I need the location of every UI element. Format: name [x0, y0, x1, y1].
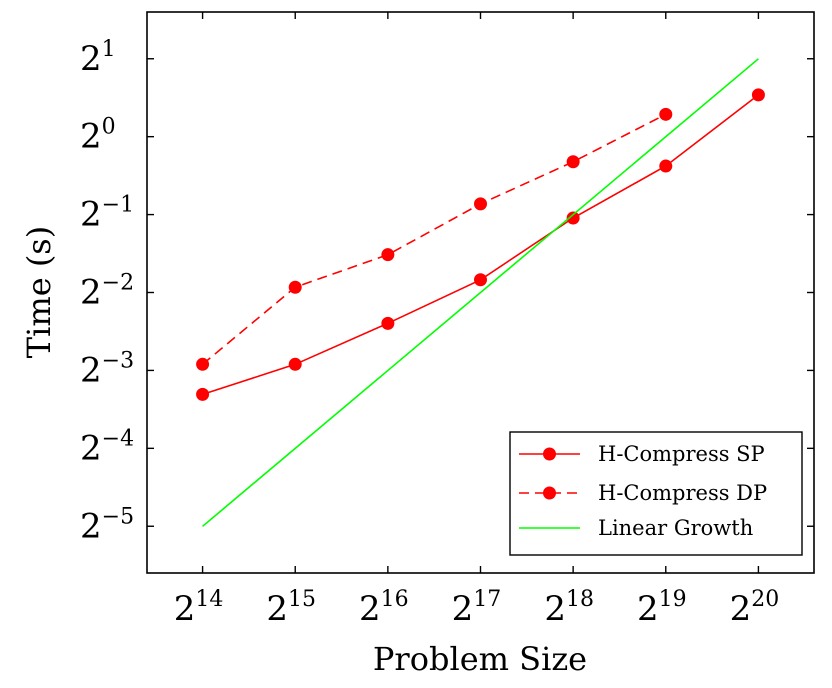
x-tick-exponent: 17 [473, 587, 501, 612]
x-tick-label: 214 [174, 587, 224, 629]
series-line-linear-growth [202, 58, 759, 527]
legend-item-linear-growth: Linear Growth [519, 516, 753, 540]
y-tick-base: 2 [80, 273, 102, 313]
legend-label: H-Compress SP [598, 442, 765, 466]
legend-label: H-Compress DP [598, 481, 767, 505]
x-tick-label: 220 [730, 587, 780, 629]
legend-marker [543, 486, 556, 500]
data-point-h-compress-dp [566, 155, 580, 169]
y-tick-base: 2 [80, 350, 102, 390]
series-layer [196, 58, 765, 527]
x-tick-exponent: 18 [566, 587, 594, 612]
x-tick-base: 2 [730, 589, 752, 629]
y-tick-base: 2 [80, 195, 102, 235]
legend-item-h-compress-sp: H-Compress SP [519, 442, 765, 466]
data-point-h-compress-dp [474, 197, 487, 211]
x-tick-base: 2 [359, 589, 381, 629]
x-tick-exponent: 19 [659, 587, 687, 612]
series-line-h-compress-sp [202, 94, 759, 396]
y-tick-label: 2−2 [80, 271, 134, 313]
y-tick-label: 20 [80, 115, 116, 157]
data-point-h-compress-dp [381, 248, 395, 262]
x-axis-title: Problem Size [373, 640, 587, 678]
x-tick-exponent: 16 [381, 587, 409, 612]
y-tick-label: 21 [80, 37, 116, 79]
data-point-h-compress-dp [288, 280, 302, 294]
x-tick-exponent: 20 [751, 587, 779, 612]
data-point-h-compress-dp [196, 357, 210, 371]
y-tick-label: 2−4 [80, 426, 134, 468]
x-axis: 214 215 216 217 218 219 220 [174, 12, 779, 629]
y-tick-exponent: −5 [102, 504, 134, 529]
x-tick-exponent: 15 [288, 587, 316, 612]
x-tick-label: 216 [359, 587, 409, 629]
data-point-h-compress-sp [659, 159, 673, 173]
x-tick-base: 2 [637, 589, 659, 629]
x-tick-label: 218 [544, 587, 594, 629]
series-line-h-compress-dp [202, 113, 667, 365]
x-tick-label: 217 [452, 587, 502, 629]
x-tick-base: 2 [266, 589, 288, 629]
legend: H-Compress SP H-Compress DP Linear Growth [509, 431, 803, 556]
y-tick-exponent: −1 [102, 193, 134, 218]
y-tick-exponent: −2 [102, 271, 134, 296]
data-point-h-compress-dp [659, 107, 673, 121]
y-tick-exponent: 1 [102, 37, 116, 62]
y-tick-label: 2−1 [80, 193, 134, 235]
y-tick-label: 2−3 [80, 348, 134, 390]
y-axis-title: Time (s) [20, 226, 58, 358]
data-point-h-compress-sp [474, 273, 487, 287]
data-point-h-compress-sp [751, 88, 765, 102]
x-tick-exponent: 14 [195, 587, 223, 612]
y-tick-base: 2 [80, 39, 102, 79]
y-tick-label: 2−5 [80, 504, 134, 546]
x-tick-base: 2 [174, 589, 196, 629]
y-tick-base: 2 [80, 428, 102, 468]
data-point-h-compress-sp [566, 211, 580, 225]
y-tick-base: 2 [80, 506, 102, 546]
legend-item-h-compress-dp: H-Compress DP [519, 481, 767, 505]
y-tick-exponent: −3 [102, 348, 134, 373]
x-tick-label: 219 [637, 587, 687, 629]
legend-label: Linear Growth [598, 516, 753, 540]
x-tick-base: 2 [452, 589, 474, 629]
data-point-h-compress-sp [196, 387, 210, 401]
y-tick-exponent: −4 [102, 426, 134, 451]
y-tick-exponent: 0 [102, 115, 116, 140]
y-tick-base: 2 [80, 117, 102, 157]
data-point-h-compress-sp [288, 357, 302, 371]
data-point-h-compress-sp [381, 316, 395, 330]
legend-box [509, 431, 803, 556]
x-tick-base: 2 [544, 589, 566, 629]
x-tick-label: 215 [266, 587, 316, 629]
legend-marker [543, 447, 556, 461]
